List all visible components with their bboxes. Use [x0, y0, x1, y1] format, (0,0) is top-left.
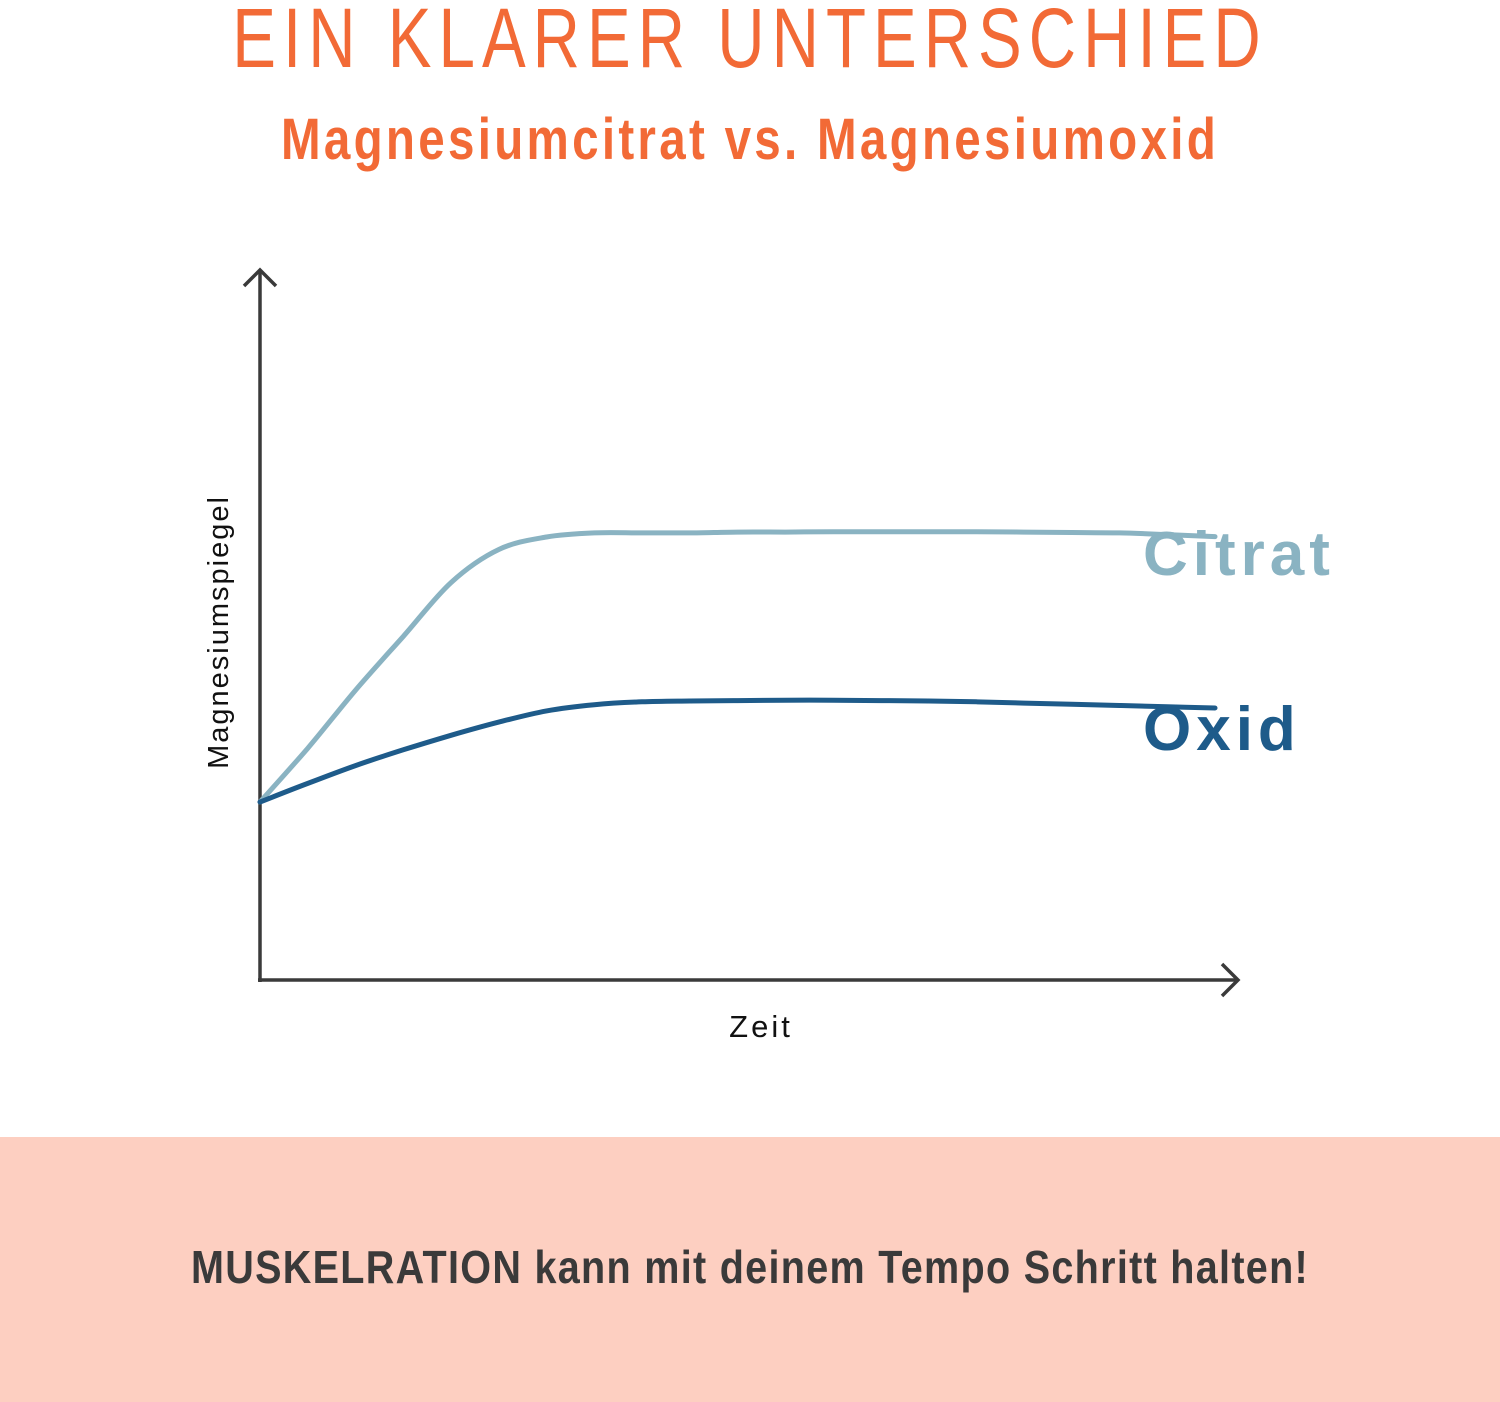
x-axis-label: Zeit	[729, 1009, 793, 1044]
line-chart: Magnesiumspiegel Zeit Citrat Oxid	[203, 267, 1335, 1044]
footer-text: MUSKELRATION kann mit deinem Tempo Schri…	[190, 1241, 1310, 1293]
series-line-citrat	[257, 529, 1218, 805]
series-line-oxid	[257, 697, 1218, 805]
footer-banner: MUSKELRATION kann mit deinem Tempo Schri…	[0, 1137, 1500, 1402]
series-label-citrat: Citrat	[1143, 520, 1335, 589]
series-label-oxid: Oxid	[1143, 695, 1301, 764]
series-group: Citrat Oxid	[257, 520, 1335, 805]
page-title: EIN KLARER UNTERSCHIED	[232, 0, 1268, 85]
page-subtitle: Magnesiumcitrat vs. Magnesiumoxid	[280, 107, 1220, 172]
y-axis-label: Magnesiumspiegel	[203, 495, 235, 769]
y-axis-arrow	[242, 267, 278, 288]
x-axis-arrow	[1220, 962, 1241, 998]
